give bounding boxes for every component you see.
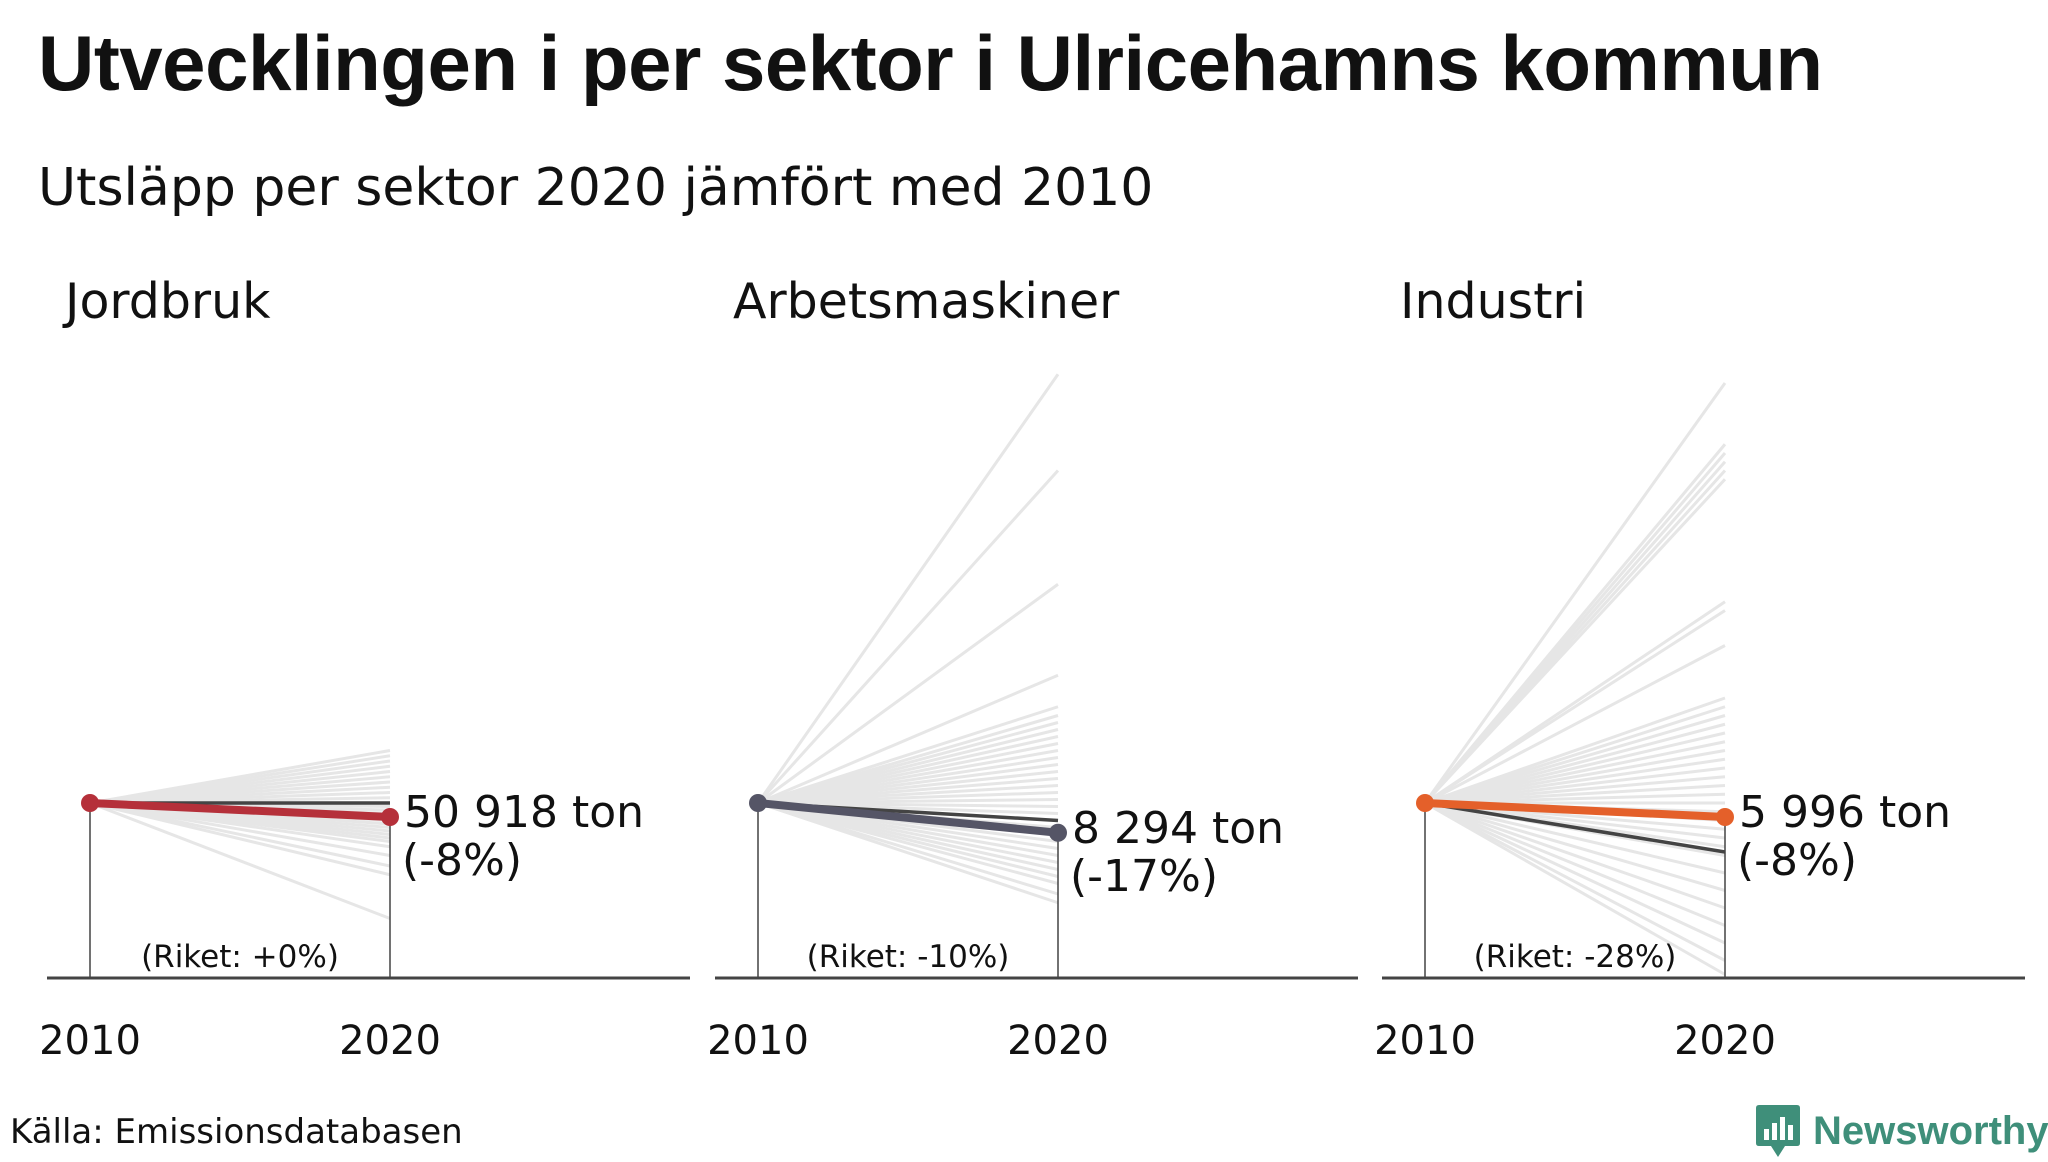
background-line: [1424, 801, 1726, 962]
x-tick-label: 2010: [39, 1018, 141, 1064]
riket-annotation: (Riket: -10%): [807, 939, 1010, 975]
end-percent-label: (-17%): [1070, 851, 1218, 902]
highlight-line: [754, 799, 1062, 837]
x-tick-label: 2010: [1374, 1018, 1476, 1064]
background-line: [756, 469, 1060, 805]
end-percent-label: (-8%): [402, 835, 522, 886]
x-tick-label: 2020: [1674, 1018, 1776, 1064]
bar-chart-speech-bubble-icon: [1756, 1105, 1800, 1157]
panel-title: Jordbruk: [62, 273, 271, 330]
page-subtitle: Utsläpp per sektor 2020 jämfört med 2010: [38, 158, 1154, 218]
logo-text: Newsworthy: [1813, 1108, 2048, 1153]
highlight-point-2020: [381, 808, 399, 826]
highlight-point-2010: [749, 794, 767, 812]
highlight-point-2020: [1049, 823, 1067, 842]
background-line: [757, 801, 1059, 885]
page-title: Utvecklingen i per sektor i Ulricehamns …: [38, 19, 1823, 107]
background-line: [757, 583, 1059, 805]
background-line: [1423, 382, 1727, 804]
background-line: [1424, 801, 1726, 910]
background-line: [757, 801, 1059, 905]
background-line: [1424, 644, 1726, 805]
highlight-line: [86, 799, 394, 821]
newsworthy-logo[interactable]: Newsworthy: [1755, 1100, 2048, 1162]
source-note: Källa: Emissionsdatabasen: [10, 1112, 463, 1152]
background-line: [1424, 801, 1726, 945]
highlight-point-2020: [1716, 808, 1734, 826]
background-line: [1424, 801, 1726, 892]
background-line: [1423, 478, 1727, 805]
background-line: [756, 373, 1060, 804]
end-value-label: 50 918 ton: [404, 787, 644, 838]
end-value-label: 5 996 ton: [1739, 787, 1951, 838]
x-tick-label: 2010: [707, 1018, 809, 1064]
background-line: [1424, 801, 1726, 875]
end-percent-label: (-8%): [1737, 835, 1857, 886]
riket-annotation: (Riket: -28%): [1474, 939, 1677, 975]
background-line: [1424, 801, 1726, 976]
background-line: [1424, 609, 1726, 805]
background-line: [89, 801, 391, 877]
x-tick-label: 2020: [339, 1018, 441, 1064]
national-line: [1424, 801, 1726, 854]
background-line: [89, 801, 391, 920]
highlight-line: [1421, 799, 1729, 821]
panel-title: Industri: [1400, 273, 1586, 330]
end-value-label: 8 294 ton: [1072, 803, 1284, 854]
background-line: [757, 673, 1059, 805]
highlight-point-2010: [81, 794, 99, 812]
riket-annotation: (Riket: +0%): [141, 939, 339, 975]
panel-title: Arbetsmaskiner: [733, 273, 1120, 330]
highlight-point-2010: [1416, 794, 1434, 812]
x-tick-label: 2020: [1007, 1018, 1109, 1064]
background-line: [89, 801, 391, 857]
background-line: [1424, 801, 1726, 927]
